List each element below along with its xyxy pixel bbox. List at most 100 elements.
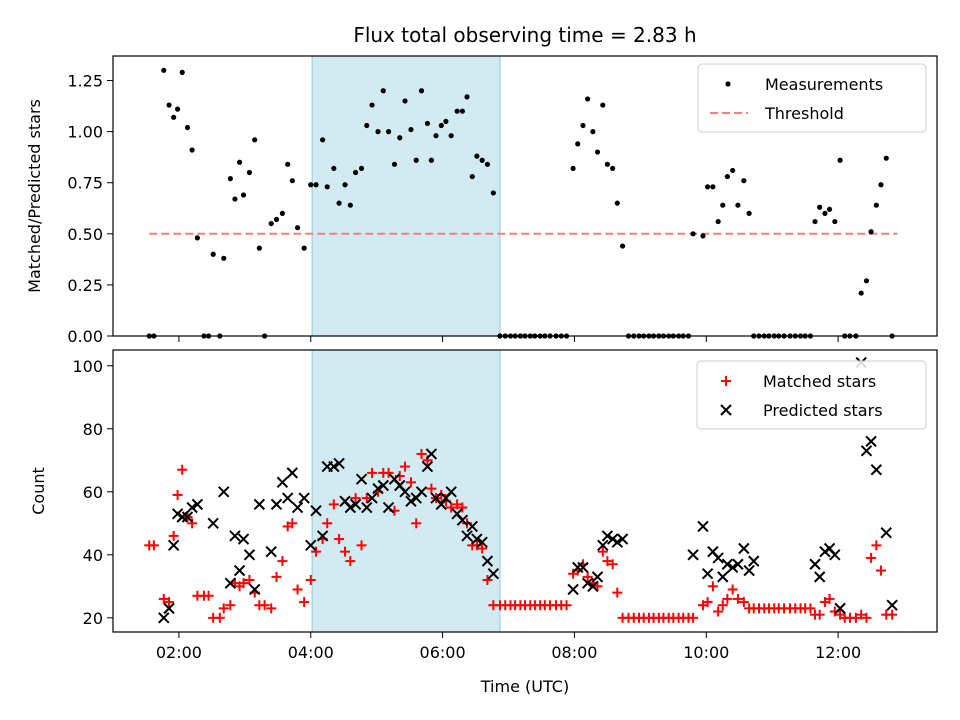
measurement-point [822, 210, 828, 216]
matched-star-point [400, 461, 411, 472]
measurement-point [175, 106, 181, 112]
matched-star-point [866, 552, 877, 563]
predicted-star-point [616, 533, 629, 545]
predicted-star-point [601, 530, 614, 542]
cross-stroke [310, 504, 322, 517]
predicted-star-point [435, 498, 447, 511]
predicted-star-point [355, 473, 368, 485]
measurement-point [428, 157, 434, 163]
measurement-point [484, 161, 491, 167]
measurement-point [858, 290, 864, 296]
measurement-point [289, 178, 295, 184]
measurement-point [227, 176, 233, 182]
x-tick-label: 10:00 [683, 643, 729, 662]
cross-stroke [191, 498, 204, 511]
matched-star-point [299, 597, 310, 608]
matched-star-point [322, 518, 333, 529]
ratio-x-ticks [178, 336, 839, 342]
predicted-star-point [597, 539, 609, 552]
measurement-point [236, 159, 243, 165]
cross-stroke [399, 486, 411, 498]
measurement-point [342, 182, 348, 188]
predicted-star-point [158, 612, 170, 624]
measurement-point [268, 220, 274, 227]
predicted-star-point [382, 501, 395, 514]
predicted-star-point [834, 602, 846, 615]
measurement-point [161, 67, 167, 73]
cross-stroke [487, 568, 500, 580]
matched-star-point [426, 483, 437, 494]
measurement-point [246, 169, 253, 176]
count-y-axis-label: Count [29, 467, 48, 515]
legend-marker-matched [721, 376, 731, 386]
y-tick-label: 1.00 [67, 123, 103, 142]
cross-stroke [328, 460, 340, 473]
predicted-star-point [310, 504, 322, 517]
predicted-star-point [865, 435, 877, 448]
measurement-point [490, 190, 496, 196]
predicted-star-point [701, 568, 714, 580]
ratio-y-axis: 0.00 0.25 0.50 0.75 1.00 1.25 [67, 72, 113, 346]
measurement-point [454, 108, 460, 114]
measurement-point [232, 196, 238, 202]
predicted-star-point [163, 602, 175, 615]
measurement-point [380, 88, 386, 94]
measurement-point [464, 94, 470, 100]
matched-star-point [597, 546, 608, 557]
measurement-point [331, 165, 337, 172]
cross-stroke [717, 571, 729, 583]
measurement-point [294, 225, 301, 231]
y-tick-label: 80 [83, 420, 103, 439]
cross-stroke [880, 527, 892, 539]
measurement-point [194, 235, 200, 241]
cross-stroke [394, 479, 406, 492]
measurement-point [166, 102, 172, 108]
measurement-point [878, 182, 884, 188]
measurement-point [397, 135, 403, 141]
matched-star-point [214, 612, 225, 623]
predicted-star-point [243, 549, 256, 561]
matched-star-point [561, 600, 572, 611]
matched-star-point [177, 464, 188, 475]
cross-stroke [249, 583, 261, 596]
matched-star-point [727, 584, 738, 595]
matched-star-point [148, 540, 159, 551]
predicted-star-point [487, 568, 500, 580]
predicted-star-point [224, 577, 237, 589]
cross-stroke [701, 568, 714, 580]
cross-stroke [726, 561, 739, 574]
predicted-star-point [466, 520, 478, 533]
legend-label-measurements: Measurements [765, 75, 883, 94]
cross-stroke [405, 495, 417, 507]
y-tick-label: 0.50 [67, 225, 103, 244]
measurement-point [352, 169, 359, 176]
matched-star-point [707, 581, 718, 592]
measurement-point [358, 165, 365, 172]
cross-stroke [732, 558, 744, 570]
predicted-star-point [291, 501, 304, 514]
matched-star-point [717, 600, 728, 611]
cross-stroke [167, 539, 180, 552]
cross-stroke [186, 501, 198, 514]
measurement-point [336, 200, 342, 206]
predicted-star-point [860, 445, 873, 457]
cross-stroke [349, 498, 362, 511]
matched-star-point [361, 493, 372, 504]
measurement-point [313, 182, 319, 188]
matched-star-point [271, 571, 282, 582]
predicted-star-point [581, 577, 594, 589]
measurement-point [375, 129, 381, 135]
cross-stroke [587, 580, 599, 593]
cross-stroke [243, 549, 256, 561]
predicted-star-point [249, 583, 261, 596]
cross-stroke [697, 520, 709, 533]
cross-stroke [748, 555, 760, 567]
matched-star-point [383, 467, 394, 478]
measurement-point [391, 161, 398, 167]
matched-star-point [340, 546, 351, 557]
predicted-star-point [237, 533, 250, 545]
measurement-point [256, 245, 262, 251]
predicted-star-point [316, 530, 329, 542]
matched-star-point [850, 612, 861, 623]
cross-stroke [870, 464, 883, 476]
